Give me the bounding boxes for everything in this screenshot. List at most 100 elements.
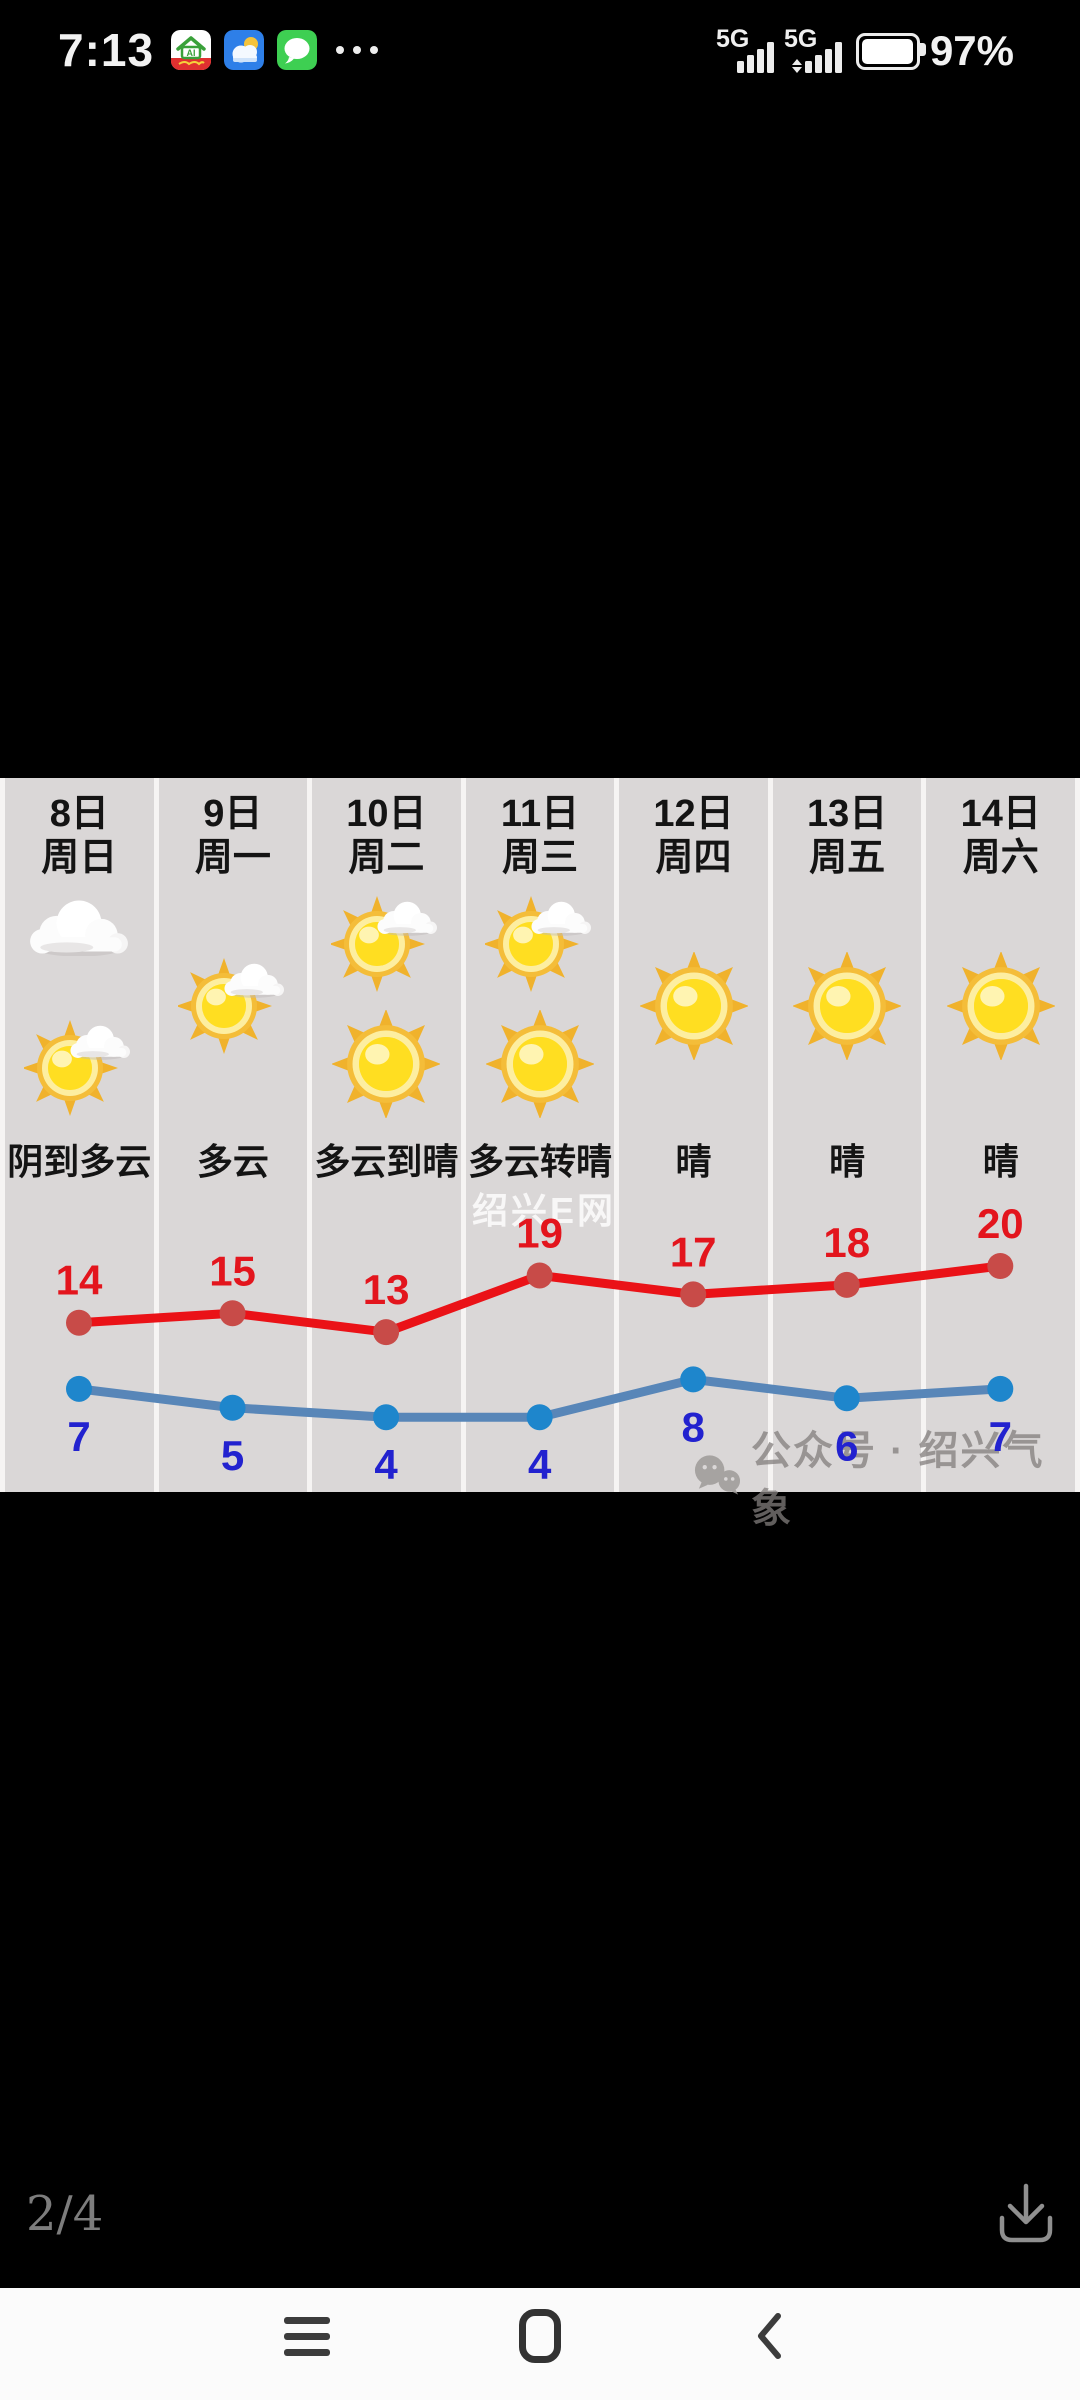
low-temp-label: 6 [835, 1422, 858, 1469]
back-icon[interactable] [756, 2312, 782, 2360]
day-weekday: 周四 [655, 837, 732, 879]
watermark-wechat: 公众号 · 绍兴气象 [692, 1418, 1080, 1534]
low-temp-label: 7 [67, 1413, 90, 1460]
signal1-label: 5G [715, 25, 750, 53]
watermark-site-name: 绍兴E网 [472, 1190, 617, 1231]
high-temp-label: 17 [670, 1228, 717, 1275]
day-weather-icons [466, 880, 615, 1132]
high-temp-point [833, 1271, 860, 1298]
sun-icon [639, 952, 748, 1060]
low-temp-point [526, 1404, 553, 1431]
status-bar-left: 7:13 AI [58, 24, 379, 76]
status-bar: 7:13 AI [0, 0, 1080, 96]
low-temp-label: 8 [682, 1403, 705, 1450]
day-date: 8日 [49, 793, 109, 835]
signal2-bars [804, 42, 842, 73]
day-weekday: 周二 [348, 837, 425, 879]
navigation-bar [0, 2288, 1080, 2400]
day-columns-grid: 8日 周日 阴到多云 9日 周一 [0, 778, 1080, 1492]
day-column: 11日 周三 多云转晴 [465, 778, 615, 1492]
battery-fill [861, 38, 913, 64]
svg-text:AI: AI [187, 48, 196, 58]
high-temp-point [219, 1300, 246, 1327]
home-icon[interactable] [519, 2309, 561, 2363]
day-weather-icons [773, 880, 922, 1132]
high-temp-label: 20 [977, 1200, 1024, 1247]
day-weekday: 周一 [194, 837, 271, 879]
day-condition: 多云转晴 [467, 1141, 612, 1182]
signal2-label: 5G [783, 25, 818, 53]
cloud-icon [30, 900, 129, 956]
day-weekday: 周六 [962, 837, 1039, 879]
battery-icon [855, 32, 926, 70]
data-transfer-arrows-icon [791, 59, 802, 73]
menu-icon[interactable] [284, 2317, 330, 2356]
day-column: 14日 周六 晴 [926, 778, 1075, 1492]
day-condition: 晴 [675, 1141, 712, 1182]
day-column: 10日 周二 多云到晴 [312, 778, 461, 1492]
high-temp-label: 19 [516, 1209, 563, 1256]
low-temp-label: 4 [374, 1441, 398, 1488]
sun-behind-cloud-icon [177, 958, 284, 1054]
day-condition: 晴 [829, 1141, 866, 1182]
sun-icon [793, 952, 902, 1060]
more-notifications-icon [336, 46, 379, 54]
low-temp-point [373, 1404, 400, 1431]
high-temp-label: 13 [363, 1266, 410, 1313]
temperature-chart: 14 15 13 19 17 18 20 7 5 4 4 8 6 7 [56, 1200, 1024, 1488]
watermark-wechat-text: 公众号 · 绍兴气象 [750, 1429, 1045, 1531]
sun-icon [946, 952, 1055, 1060]
high-temp-point [680, 1281, 707, 1308]
sun-icon [332, 1010, 441, 1118]
day-column: 8日 周日 阴到多云 [5, 778, 154, 1492]
day-weekday: 周三 [501, 837, 578, 879]
signal-strength-icon-sim2: 5G [783, 25, 842, 74]
day-date: 13日 [806, 793, 888, 835]
day-date: 14日 [960, 793, 1041, 835]
sun-icon [485, 1010, 594, 1118]
wechat-icon [694, 1455, 741, 1495]
day-date: 12日 [653, 793, 734, 835]
high-temp-label: 15 [209, 1247, 256, 1294]
low-temp-point [833, 1385, 860, 1412]
day-condition: 多云到晴 [314, 1141, 459, 1182]
day-weather-icons [926, 880, 1075, 1132]
low-temp-label: 4 [528, 1441, 552, 1488]
day-date: 9日 [203, 793, 263, 835]
sun-behind-cloud-icon [24, 1020, 131, 1116]
day-condition: 阴到多云 [7, 1141, 152, 1182]
day-date: 10日 [346, 793, 427, 835]
weather-forecast-panel: 8日 周日 阴到多云 9日 周一 [0, 778, 1080, 1531]
day-weather-icons [312, 880, 461, 1132]
day-weekday: 周五 [809, 837, 886, 879]
high-temp-point [987, 1253, 1014, 1279]
signal1-bars [736, 42, 774, 73]
weather-app-notification-icon [224, 30, 265, 70]
day-date: 11日 [500, 793, 580, 835]
high-temp-point [66, 1309, 92, 1336]
home-app-notification-icon: AI [171, 30, 212, 70]
sun-behind-cloud-icon [484, 896, 591, 992]
day-weather-icons [5, 880, 154, 1132]
day-weather-icons [159, 880, 308, 1132]
sun-behind-cloud-icon [331, 896, 438, 992]
messages-app-notification-icon [277, 30, 318, 70]
low-temp-label: 5 [221, 1432, 244, 1479]
low-temp-point [680, 1366, 707, 1393]
low-temp-point [219, 1394, 246, 1421]
battery-percent: 97% [929, 27, 1014, 74]
day-column: 13日 周五 晴 [772, 778, 922, 1492]
battery-nub [919, 42, 926, 56]
status-bar-right: 5G 5G 97% [715, 25, 1014, 76]
high-temp-point [373, 1319, 400, 1346]
high-temp-point [526, 1262, 553, 1289]
status-time: 7:13 [58, 24, 155, 76]
low-temp-label: 7 [989, 1413, 1012, 1460]
day-condition: 晴 [982, 1141, 1019, 1182]
page-indicator: 2/4 [26, 2186, 104, 2242]
download-icon[interactable] [994, 2180, 1058, 2248]
day-weekday: 周日 [41, 837, 118, 879]
high-temp-label: 18 [823, 1219, 870, 1266]
low-temp-point [66, 1375, 92, 1402]
day-weather-icons [619, 880, 768, 1132]
